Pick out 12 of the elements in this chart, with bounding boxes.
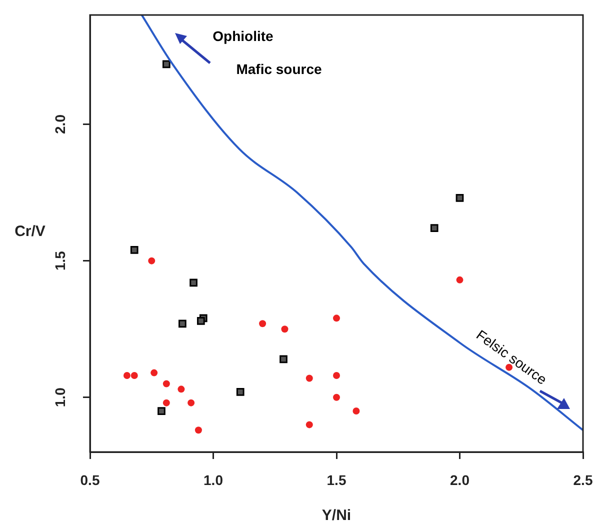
y-tick-label: 2.0 <box>52 114 68 134</box>
y-tick-label: 1.0 <box>52 387 68 408</box>
x-tick-label: 2.0 <box>450 472 470 488</box>
annotation: Ophiolite <box>212 28 274 44</box>
x-axis-title: Y/Ni <box>322 507 352 524</box>
y-tick-label: 1.5 <box>52 250 68 271</box>
annotation: Mafic source <box>236 60 322 77</box>
x-tick-label: 2.5 <box>573 472 593 488</box>
x-tick-label: 1.5 <box>326 472 346 488</box>
x-tick-label: 1.0 <box>204 472 224 488</box>
y-axis-title: Cr/V <box>14 223 46 240</box>
x-tick-label: 0.5 <box>80 472 100 488</box>
